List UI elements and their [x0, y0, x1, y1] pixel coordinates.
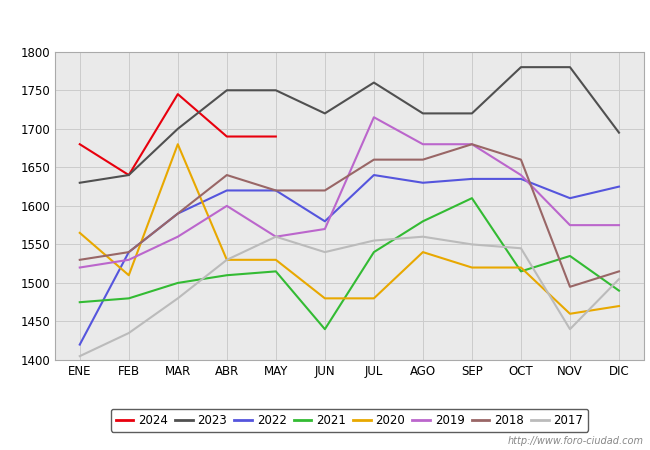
- Text: Afiliados en San Fulgencio a 31/5/2024: Afiliados en San Fulgencio a 31/5/2024: [164, 14, 486, 33]
- Legend: 2024, 2023, 2022, 2021, 2020, 2019, 2018, 2017: 2024, 2023, 2022, 2021, 2020, 2019, 2018…: [111, 409, 588, 432]
- Text: http://www.foro-ciudad.com: http://www.foro-ciudad.com: [508, 436, 644, 446]
